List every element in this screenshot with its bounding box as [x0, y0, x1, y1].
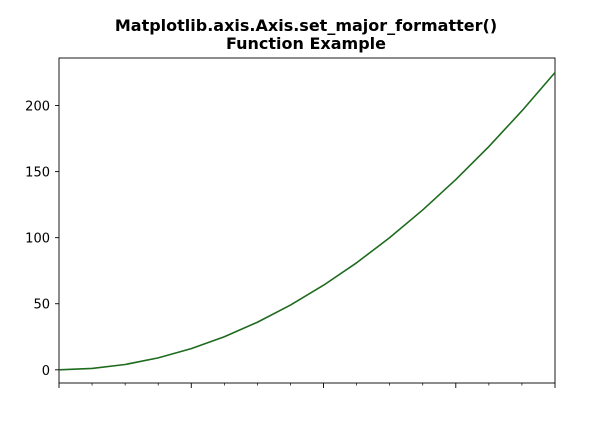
y-tick-label: 200 [25, 100, 50, 115]
chart-title-line-1: Matplotlib.axis.Axis.set_major_formatter… [115, 16, 497, 35]
y-tick-label: 150 [25, 166, 50, 181]
series-line-0 [58, 72, 556, 371]
axes: 0 50 100 150 200 [25, 57, 556, 388]
y-tick-label: 0 [42, 364, 50, 379]
y-tick-label: 100 [25, 232, 50, 247]
chart-title-line-2: Function Example [226, 34, 386, 53]
y-tick-label: 50 [33, 298, 50, 313]
plot-area-frame [58, 57, 556, 384]
